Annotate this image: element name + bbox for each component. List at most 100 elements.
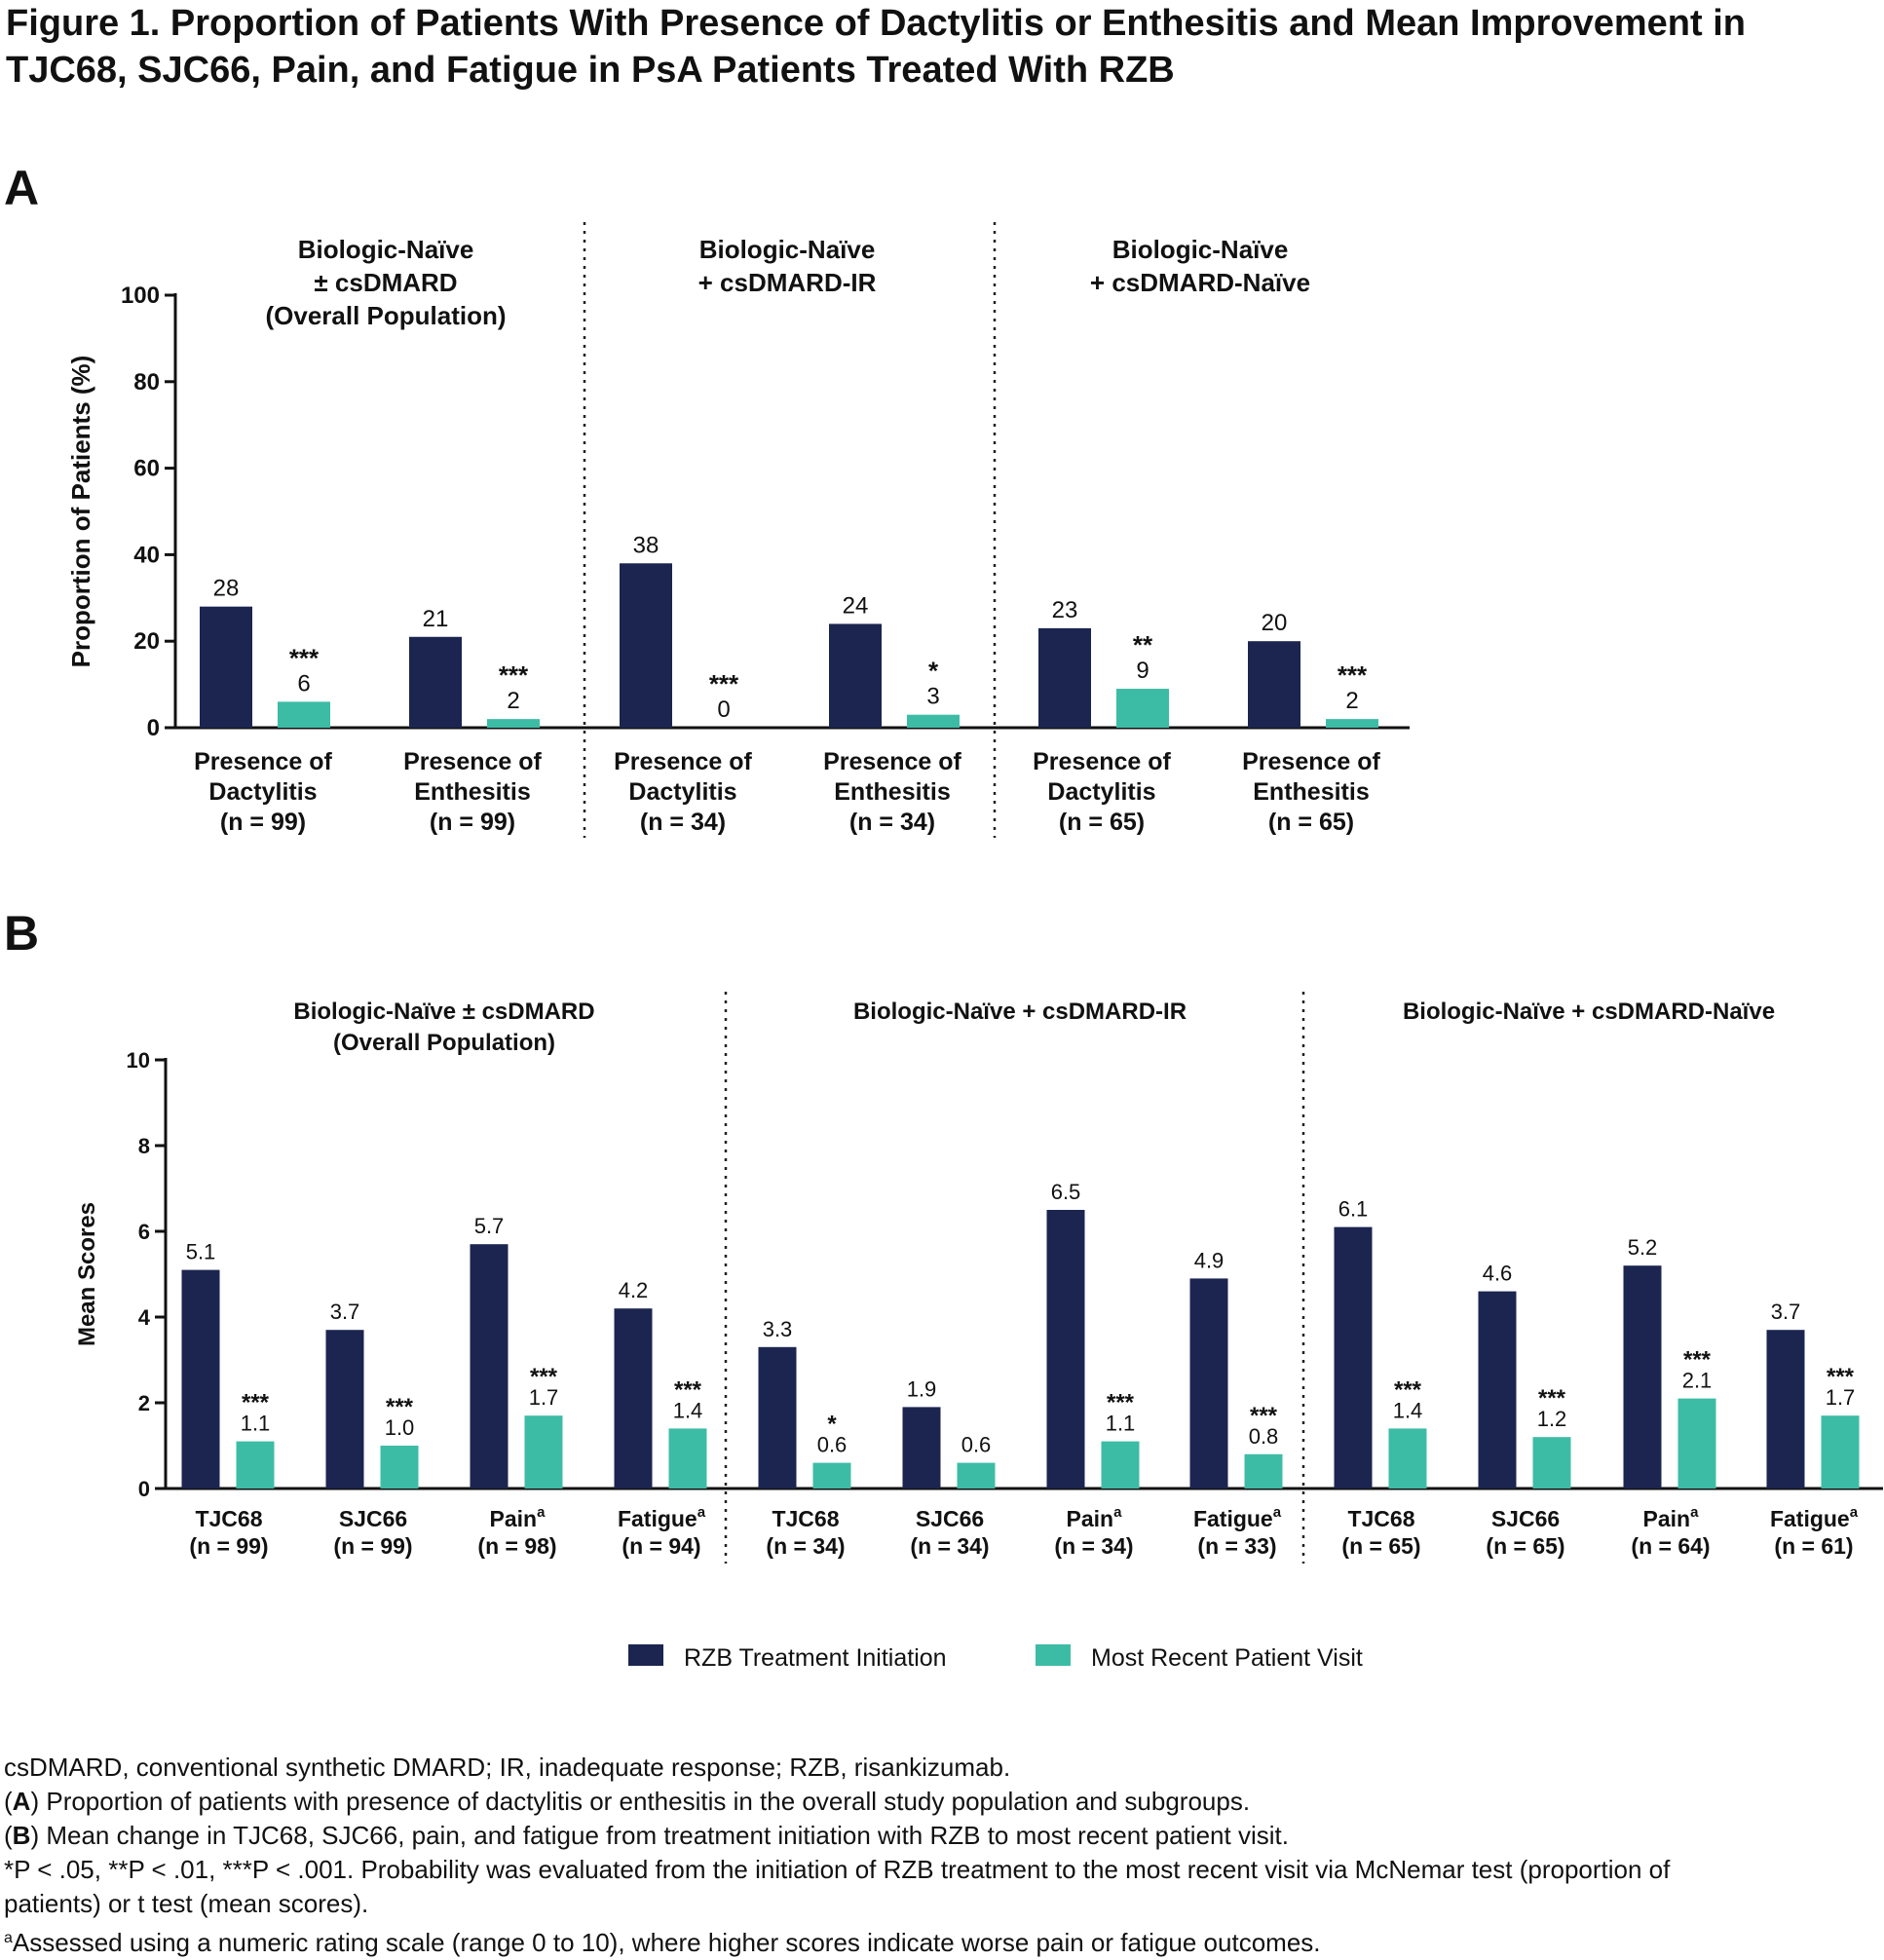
- panel-b-bar-recent: [236, 1441, 275, 1489]
- panel-b-bar-recent: [812, 1462, 851, 1489]
- footnote-pvalues-line-2: patients) or t test (mean scores).: [4, 1889, 369, 1918]
- panel-b-bar-baseline: [325, 1330, 364, 1489]
- panel-b-significance-marker: ***: [1250, 1403, 1278, 1429]
- panel-a-value-label-recent: 6: [297, 670, 310, 697]
- panel-a-group-title: Biologic-Naïve: [1112, 235, 1289, 264]
- panel-b-value-label-baseline: 6.5: [1051, 1180, 1081, 1204]
- panel-b-value-label-baseline: 3.7: [330, 1300, 360, 1324]
- panel-b-y-tick-label: 0: [138, 1477, 150, 1501]
- panel-b-category-label: TJC68: [1347, 1506, 1414, 1531]
- panel-a-y-tick-label: 40: [133, 542, 160, 568]
- panel-b-value-label-baseline: 5.1: [186, 1240, 216, 1264]
- panel-a-category-label: Presence of: [614, 748, 752, 775]
- panel-b-value-label-recent: 2.1: [1682, 1369, 1713, 1393]
- panel-a-bar-baseline: [200, 606, 252, 728]
- panel-a-category-label: Presence of: [403, 748, 542, 775]
- panel-b-bar-recent: [1677, 1398, 1716, 1489]
- panel-b-value-label-recent: 1.7: [529, 1385, 559, 1410]
- panel-b-category-n: (n = 94): [622, 1533, 700, 1559]
- footnote-panel-b-text: Mean change in TJC68, SJC66, pain, and f…: [39, 1821, 1289, 1850]
- panel-b-category-label: Paina: [1067, 1504, 1123, 1531]
- panel-b-value-label-recent: 1.0: [385, 1415, 415, 1440]
- footnote-pvalues: *P < .05, **P < .01, ***P < .001. Probab…: [4, 1853, 1879, 1921]
- panel-b-chart: 0 2 4 6 8 10 Mean Scores Biologic-Naïve ± csDMA…: [74, 992, 1883, 1564]
- panel-a-category-label: Enthesitis: [1253, 778, 1369, 806]
- panel-a-y-tick-label: 60: [133, 456, 160, 482]
- panel-a-bar-recent: [278, 701, 330, 728]
- panel-a-category-label: Enthesitis: [834, 778, 950, 806]
- panel-b-bar-baseline: [758, 1346, 797, 1489]
- panel-b-significance-marker: ***: [242, 1390, 270, 1416]
- panel-b-value-label-recent: 0.6: [817, 1433, 848, 1457]
- panel-b-category-n: (n = 99): [189, 1533, 268, 1559]
- panel-b-bar-recent: [957, 1462, 996, 1489]
- panel-a-value-label-baseline: 20: [1262, 610, 1288, 636]
- panel-b-y-axis-label: Mean Scores: [74, 1202, 100, 1346]
- panel-b-bar-recent: [380, 1446, 419, 1489]
- panel-b-category-label: Fatiguea: [1193, 1504, 1282, 1531]
- panel-a-bar-baseline: [409, 636, 462, 728]
- panel-a-value-label-baseline: 24: [843, 592, 869, 619]
- panel-b-y-tick-label: 4: [138, 1305, 151, 1330]
- figure-title: Figure 1. Proportion of Patients With Pr…: [6, 0, 1876, 94]
- panel-a-bar-baseline: [829, 623, 882, 728]
- panel-b-value-label-baseline: 3.3: [763, 1317, 793, 1341]
- panel-b-bar-baseline: [1046, 1210, 1085, 1489]
- panel-b-category-label: SJC66: [916, 1506, 984, 1531]
- panel-b-value-label-recent: 1.7: [1826, 1385, 1856, 1410]
- panel-b-category-n: (n = 34): [766, 1533, 845, 1559]
- panel-b-bar-baseline: [1478, 1291, 1517, 1489]
- panel-a-significance-marker: ***: [709, 669, 739, 698]
- panel-b-bar-baseline: [1623, 1265, 1662, 1489]
- panel-b-group-title: (Overall Population): [333, 1030, 555, 1056]
- panel-b-significance-marker: ***: [1107, 1390, 1135, 1416]
- panel-a-bar-recent: [1116, 689, 1169, 728]
- panel-b-significance-marker: ***: [674, 1376, 702, 1403]
- panel-b-value-label-recent: 1.4: [673, 1398, 703, 1422]
- footnote-scale-text: Assessed using a numeric rating scale (r…: [12, 1928, 1321, 1957]
- panel-a-category-label: (n = 99): [220, 809, 306, 836]
- footnote-scale: aAssessed using a numeric rating scale (…: [4, 1921, 1879, 1960]
- panel-a-significance-marker: **: [1133, 630, 1153, 660]
- panel-a-category-label: Presence of: [194, 748, 332, 775]
- panel-b-significance-marker: ***: [1538, 1385, 1566, 1412]
- legend-label-baseline: RZB Treatment Initiation: [684, 1644, 947, 1672]
- legend-swatch-recent: [1036, 1644, 1071, 1666]
- panel-a-value-label-baseline: 21: [423, 606, 449, 632]
- panel-b-category-label: SJC66: [1491, 1506, 1560, 1531]
- panel-a-group-title: Biologic-Naïve: [298, 235, 474, 264]
- panel-b-group-title: Biologic-Naïve + csDMARD-IR: [853, 999, 1187, 1025]
- panel-a-value-label-recent: 2: [507, 688, 519, 714]
- panel-b-bar-baseline: [1766, 1330, 1805, 1489]
- panel-b-significance-marker: ***: [530, 1364, 558, 1390]
- panel-a-significance-marker: *: [928, 657, 939, 686]
- panel-a-bar-recent: [907, 714, 960, 728]
- panel-b-bar-baseline: [902, 1407, 941, 1489]
- panel-a-category-label: Enthesitis: [414, 778, 530, 806]
- panel-a-group-title: + csDMARD-IR: [698, 268, 877, 297]
- panel-a-category-label: Dactylitis: [1047, 778, 1155, 806]
- panel-a-group-title: Biologic-Naïve: [699, 235, 876, 264]
- panel-b-value-label-baseline: 4.9: [1194, 1248, 1225, 1272]
- panel-b-category-label: Paina: [1643, 1504, 1700, 1531]
- panel-a-bar-recent: [487, 719, 540, 728]
- panel-b-category-label: Fatiguea: [618, 1504, 706, 1531]
- panel-b-bar-recent: [1532, 1437, 1571, 1489]
- panel-b-category-n: (n = 33): [1197, 1533, 1276, 1559]
- legend-label-recent: Most Recent Patient Visit: [1091, 1644, 1363, 1672]
- panel-b-value-label-recent: 0.6: [961, 1433, 992, 1457]
- panel-b-category-n: (n = 98): [477, 1533, 556, 1559]
- panel-a-bar-baseline: [1038, 627, 1091, 728]
- panel-b-category-n: (n = 99): [333, 1533, 412, 1559]
- panel-a-y-tick-label: 80: [133, 369, 160, 396]
- panel-a-value-label-baseline: 38: [633, 532, 659, 558]
- panel-b-value-label-recent: 1.1: [241, 1412, 271, 1436]
- panel-a-value-label-recent: 9: [1136, 658, 1149, 684]
- panel-b-bar-recent: [1244, 1453, 1283, 1489]
- panel-a-category-label: (n = 34): [640, 809, 726, 836]
- panel-b-value-label-recent: 1.4: [1393, 1398, 1423, 1422]
- panel-b-category-n: (n = 64): [1631, 1533, 1710, 1559]
- footnote-pvalues-line-1: *P < .05, **P < .01, ***P < .001. Probab…: [4, 1855, 1671, 1884]
- panel-a-y-tick-label: 20: [133, 628, 160, 655]
